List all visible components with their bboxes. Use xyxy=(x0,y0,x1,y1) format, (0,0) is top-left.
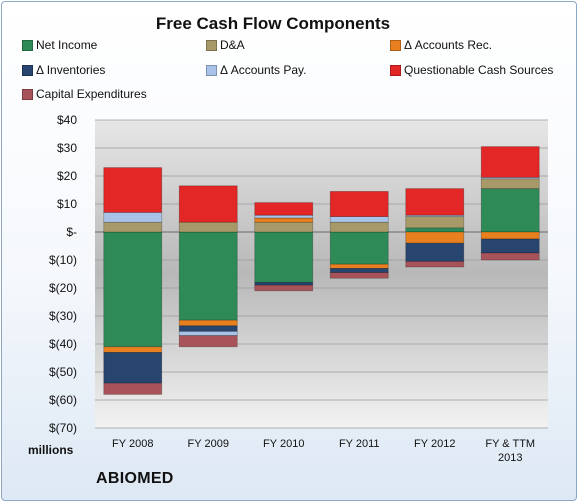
y-tick-label: $(60) xyxy=(49,393,77,407)
y-tick-label: $(70) xyxy=(49,421,77,435)
legend-label: D&A xyxy=(220,38,245,52)
bar-segment xyxy=(480,178,540,190)
bar-segment xyxy=(178,325,238,332)
legend-swatch xyxy=(22,88,33,100)
bar-segment xyxy=(480,188,540,233)
y-tick-label: $(50) xyxy=(49,365,77,379)
y-tick-label: $20 xyxy=(57,169,77,183)
bar-segment xyxy=(178,221,238,233)
y-tick-label: $40 xyxy=(57,113,77,127)
bar-segment xyxy=(329,267,389,273)
y-tick-label: $(40) xyxy=(49,337,77,351)
legend-item-accounts-rec: Δ Accounts Rec. xyxy=(390,38,492,52)
bar-segment xyxy=(103,231,163,348)
x-tick-label: FY 2010 xyxy=(263,438,304,450)
y-tick-label: $(20) xyxy=(49,281,77,295)
bar-segment xyxy=(103,351,163,384)
bar-segment xyxy=(329,221,389,233)
bar-segment xyxy=(178,231,238,321)
bar-segment xyxy=(405,216,465,229)
legend-label: Capital Expenditures xyxy=(36,87,147,101)
bar-segment xyxy=(103,221,163,233)
bar-segment xyxy=(178,330,238,336)
bar-segment xyxy=(254,284,314,292)
bar-segment xyxy=(405,227,465,233)
unit-label: millions xyxy=(28,443,74,457)
bar-segment xyxy=(405,260,465,268)
legend-label: Δ Accounts Rec. xyxy=(404,38,493,52)
y-tick-label: $(30) xyxy=(49,309,77,323)
bar-segment xyxy=(254,221,314,233)
bar-segment xyxy=(254,214,314,219)
bar-segment xyxy=(178,319,238,327)
bar-segment xyxy=(103,382,163,395)
y-tick-label: $30 xyxy=(57,141,77,155)
x-tick-label: FY 2009 xyxy=(188,438,229,450)
y-tick-label: $- xyxy=(66,225,77,239)
legend-label: Questionable Cash Sources xyxy=(404,63,554,77)
bar-segment xyxy=(405,231,465,244)
legend-label: Net Income xyxy=(36,38,98,52)
bar-segment xyxy=(103,167,163,213)
legend-swatch xyxy=(22,64,33,76)
legend-swatch xyxy=(390,39,401,51)
bar-segment xyxy=(103,346,163,353)
chart-title: Free Cash Flow Components xyxy=(155,14,391,33)
x-tick-label: FY 2012 xyxy=(414,438,455,450)
legend-swatch xyxy=(206,64,217,76)
bar-segment xyxy=(329,263,389,269)
bar-segment xyxy=(480,238,540,254)
legend-item-net-income: Net Income xyxy=(22,38,97,52)
bar-segment xyxy=(178,185,238,223)
bar-segment xyxy=(254,281,314,286)
bar-segment xyxy=(103,211,163,223)
bar-segment xyxy=(480,231,540,240)
legend-item-da: D&A xyxy=(206,38,245,52)
y-tick-label: $(10) xyxy=(49,253,77,267)
y-tick-label: $10 xyxy=(57,197,77,211)
x-tick-label: FY & TTM xyxy=(485,438,535,450)
bar-segment xyxy=(178,335,238,348)
bar-segment xyxy=(480,146,540,178)
bar-segment xyxy=(405,188,465,216)
legend-swatch xyxy=(390,64,401,76)
legend-label: Δ Accounts Pay. xyxy=(220,63,307,77)
legend-item-accounts-pay: Δ Accounts Pay. xyxy=(206,63,307,77)
bar-segment xyxy=(329,216,389,223)
bar-segment xyxy=(329,231,389,265)
plot-area xyxy=(95,120,548,428)
legend-item-capex: Capital Expenditures xyxy=(22,87,147,101)
bar-segment xyxy=(405,242,465,262)
bar-segment xyxy=(329,190,389,217)
bar-segment xyxy=(254,217,314,223)
x-tick-label: 2013 xyxy=(498,452,522,464)
legend-swatch xyxy=(206,39,217,51)
legend-item-questionable-cash: Questionable Cash Sources xyxy=(390,63,553,77)
legend-item-inventories: Δ Inventories xyxy=(22,63,105,77)
legend-label: Δ Inventories xyxy=(36,63,106,77)
company-label: ABIOMED xyxy=(96,470,174,487)
bar-segment xyxy=(480,252,540,261)
x-tick-label: FY 2008 xyxy=(112,438,153,450)
legend-swatch xyxy=(22,39,33,51)
bar-segment xyxy=(254,231,314,283)
bar-segment xyxy=(329,272,389,279)
bar-segment xyxy=(254,202,314,216)
x-tick-label: FY 2011 xyxy=(339,438,380,450)
